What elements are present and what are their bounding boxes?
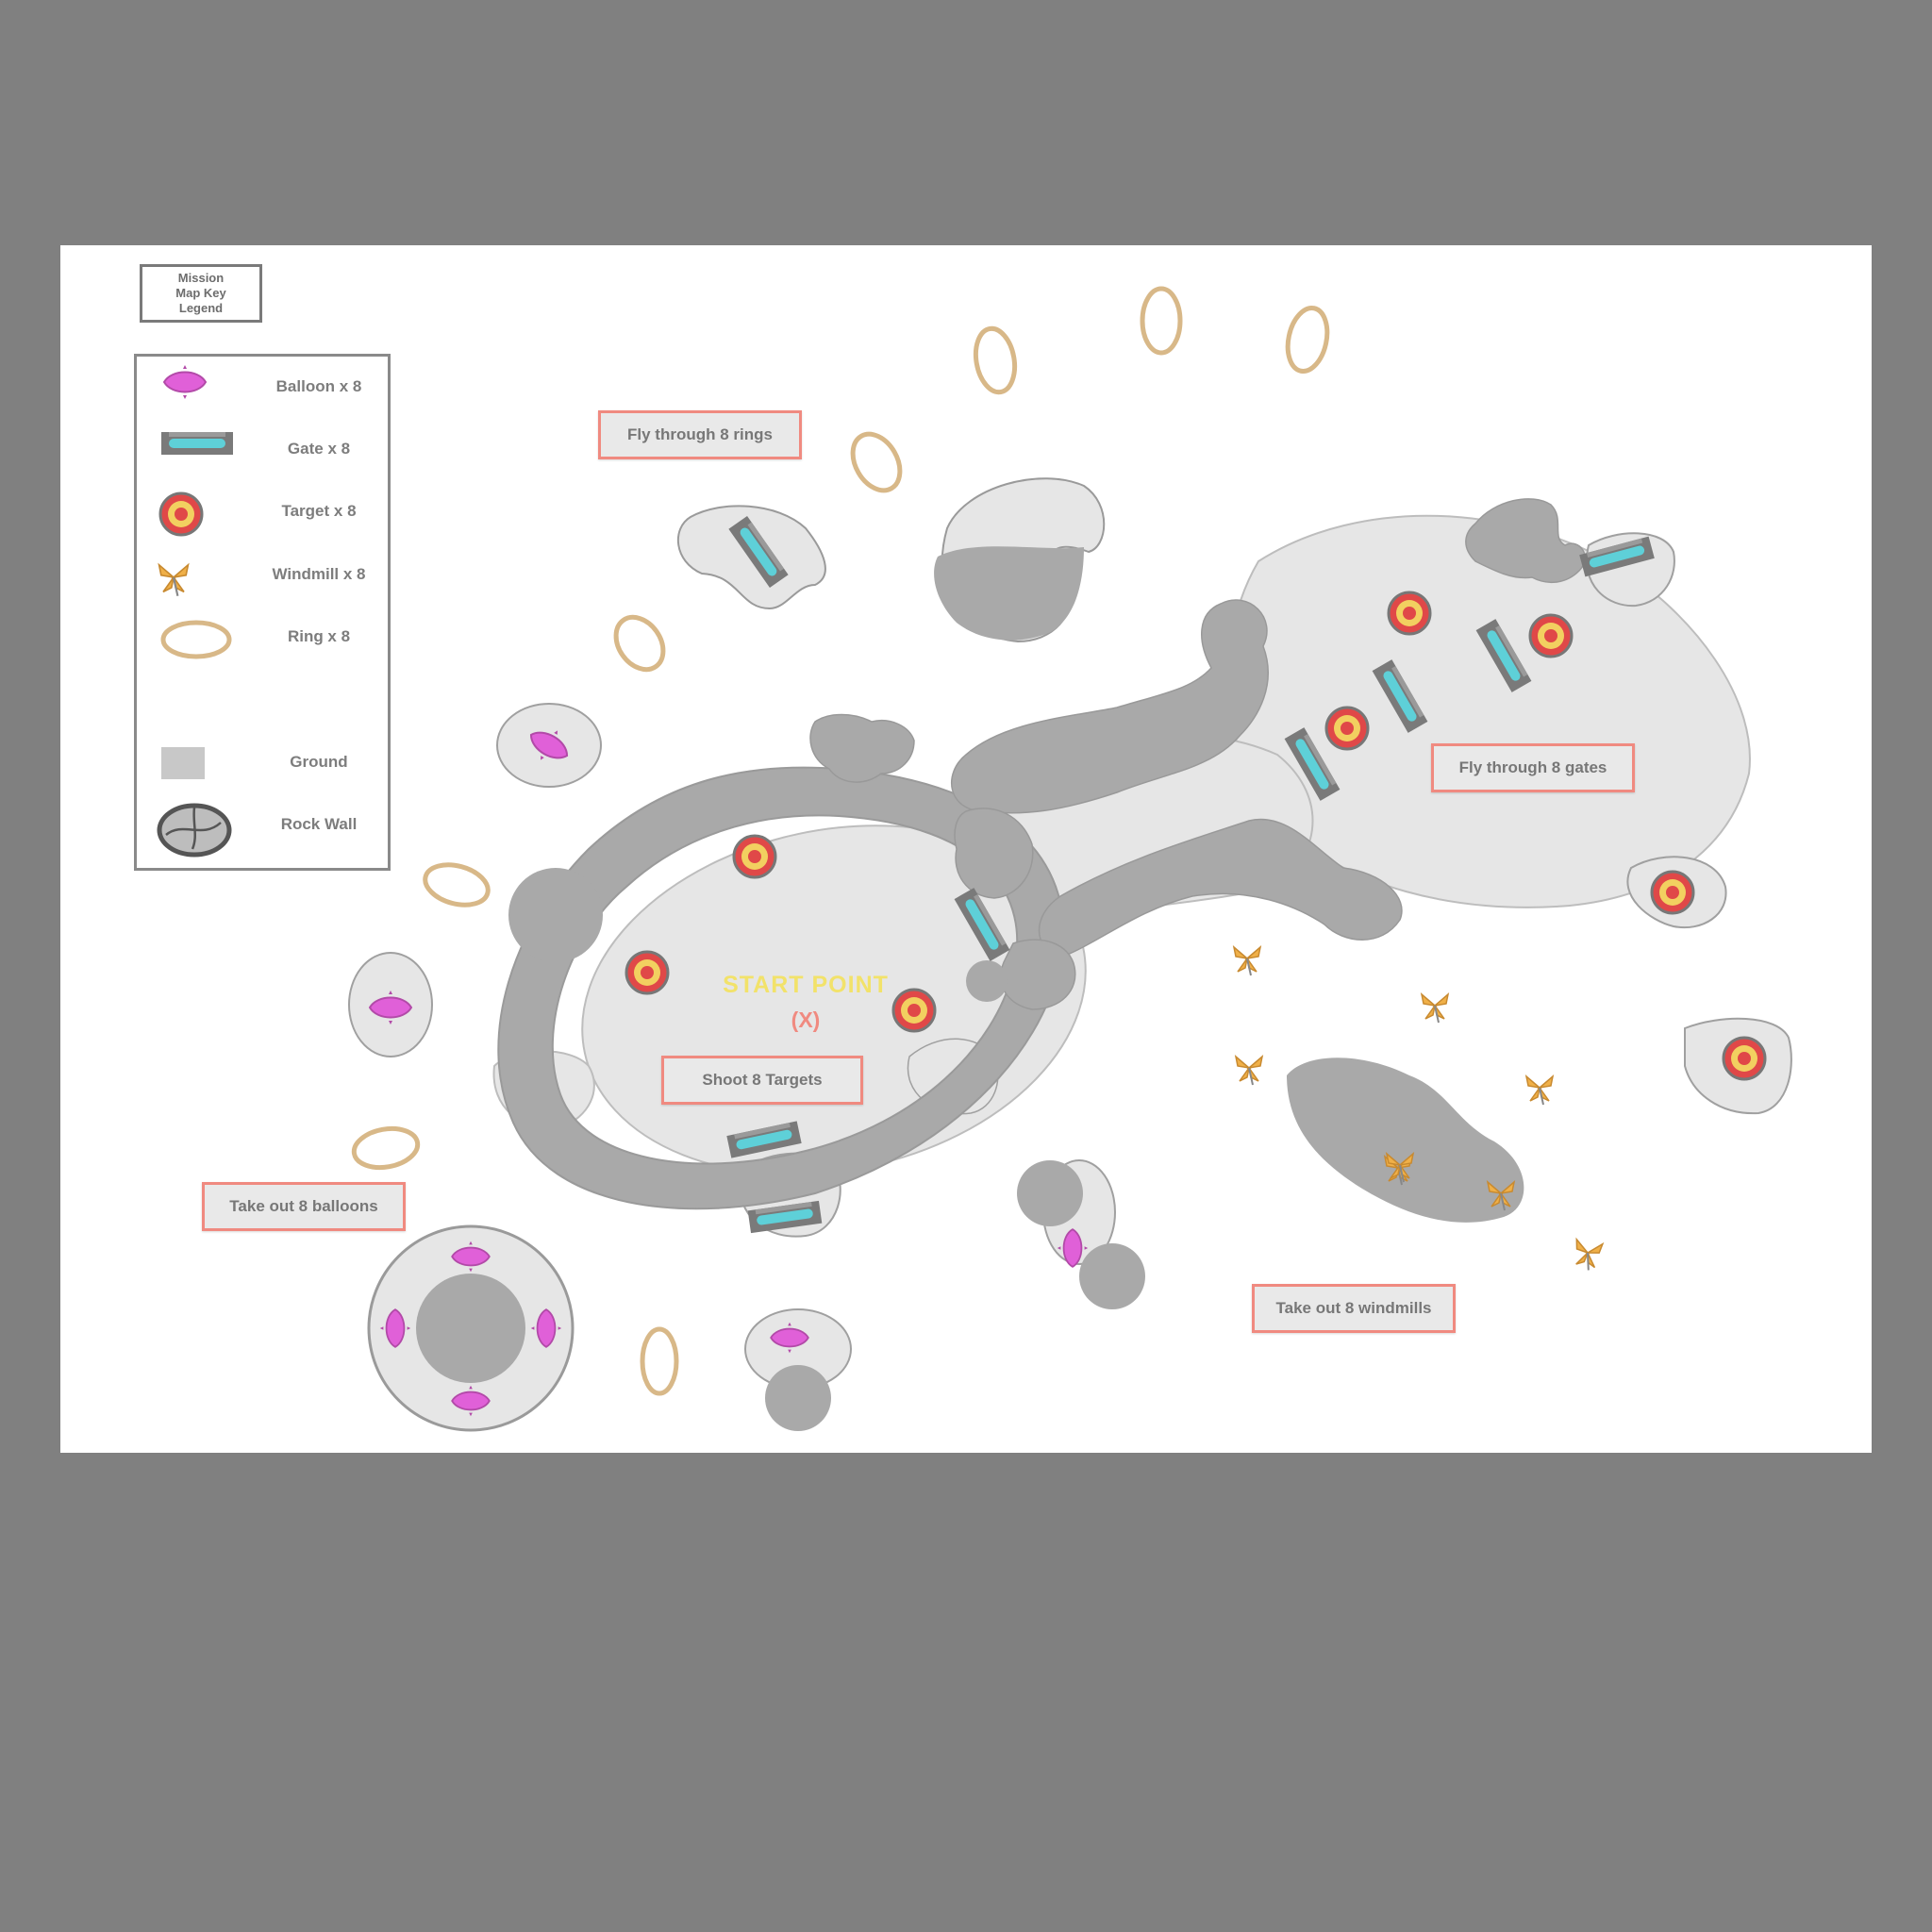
legend-label: Gate x 8 — [287, 440, 351, 458]
ring — [850, 431, 903, 493]
rock-south-boulder — [765, 1365, 831, 1431]
callout-fly-through-gates: Fly through 8 gates — [1431, 743, 1635, 792]
rock-island-core — [416, 1274, 525, 1383]
legend-row-gate: Gate x 8 — [137, 426, 388, 483]
rock-nw-outcrop — [809, 713, 915, 783]
callout-shoot-targets: Shoot 8 Targets — [661, 1056, 863, 1105]
legend-label: Rock Wall — [280, 815, 358, 833]
legend-row-ring: Ring x 8 — [137, 614, 388, 671]
rock-small-boulder — [966, 960, 1008, 1002]
rock-north-block-lower — [934, 546, 1084, 641]
target — [1722, 1036, 1767, 1081]
rock-west-boulder — [508, 868, 603, 962]
ring — [973, 325, 1018, 395]
ring — [1140, 286, 1183, 356]
rock-sw-boulder-a — [1017, 1160, 1083, 1226]
windmill — [1571, 1238, 1604, 1274]
windmill — [1525, 1075, 1554, 1106]
legend-label: Target x 8 — [281, 502, 357, 520]
ring — [351, 1125, 421, 1171]
windmill — [1233, 946, 1261, 976]
rock-east-field — [1287, 1058, 1524, 1223]
rock-central-ridge — [951, 599, 1269, 814]
target — [1387, 591, 1432, 636]
target — [1650, 870, 1695, 915]
legend-label: Balloon x 8 — [275, 377, 362, 395]
target — [1528, 613, 1574, 658]
mission-map: Mission Map Key Legend Balloon x 8 Gate … — [60, 245, 1872, 1453]
rock-junction-south — [1000, 939, 1076, 1010]
ring — [613, 614, 666, 673]
rock-east-ridge — [1038, 818, 1403, 958]
legend-label: Ring x 8 — [287, 627, 351, 645]
start-point-marker: (X) — [791, 1008, 821, 1032]
start-point-label: START POINT — [723, 972, 889, 998]
legend-ring-icon — [160, 620, 232, 659]
target — [625, 950, 670, 995]
legend-ground-icon — [161, 747, 205, 779]
legend-row-target: Target x 8 — [137, 489, 388, 545]
windmill — [1235, 1056, 1263, 1086]
callout-take-out-windmills: Take out 8 windmills — [1252, 1284, 1456, 1333]
legend-label: Ground — [290, 753, 348, 771]
legend-row-rock-wall: Rock Wall — [137, 802, 388, 858]
ring — [423, 862, 491, 908]
target — [1324, 706, 1370, 751]
legend-row-balloon: Balloon x 8 — [137, 364, 388, 421]
callout-fly-through-rings: Fly through 8 rings — [598, 410, 802, 459]
callout-take-out-balloons: Take out 8 balloons — [202, 1182, 406, 1231]
legend-label: Windmill x 8 — [272, 565, 366, 583]
map-canvas — [157, 286, 1792, 1432]
target — [732, 834, 777, 879]
map-title-box: Mission Map Key Legend — [140, 264, 262, 323]
legend-icons — [157, 364, 233, 858]
rock-ne-blob — [1465, 498, 1586, 584]
legend-row-ground: Ground — [137, 740, 388, 796]
ring — [1285, 305, 1330, 375]
legend-row-windmill: Windmill x 8 — [137, 552, 388, 608]
windmill — [1421, 993, 1449, 1024]
map-legend: Balloon x 8 Gate x 8 Target x 8 Windmill… — [134, 354, 391, 871]
rock-walls — [416, 477, 1586, 1431]
rings — [351, 286, 1330, 1396]
rock-junction — [954, 808, 1034, 899]
ring — [640, 1326, 679, 1396]
rock-sw-boulder-b — [1079, 1243, 1145, 1309]
